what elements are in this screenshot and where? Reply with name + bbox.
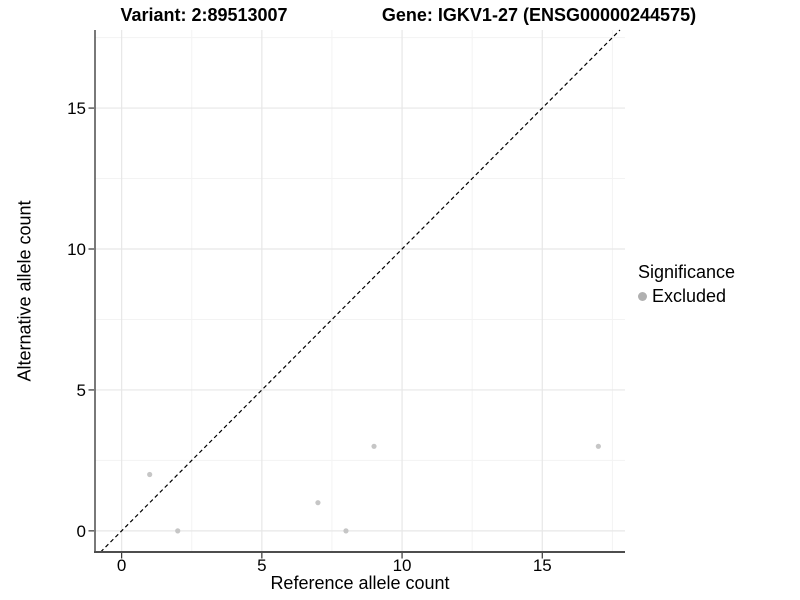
- identity-line: [100, 29, 621, 553]
- x-axis-title: Reference allele count: [270, 573, 450, 593]
- scatter-point: [315, 500, 321, 506]
- scatter-point: [595, 443, 601, 449]
- legend: Significance Excluded: [638, 262, 735, 307]
- x-tick-label: 0: [117, 556, 126, 575]
- scatter-point: [343, 528, 349, 534]
- legend-title: Significance: [638, 262, 736, 282]
- legend-point-icon: [638, 292, 647, 301]
- y-axis-title: Alternative allele count: [14, 200, 35, 382]
- y-tick-label: 15: [67, 99, 86, 118]
- scatter-point: [371, 443, 377, 449]
- y-tick-label: 0: [77, 522, 86, 541]
- x-tick-label: 5: [257, 556, 266, 575]
- x-tick-label: 15: [533, 556, 552, 575]
- legend-item-label: Excluded: [652, 286, 727, 306]
- y-tick-label: 10: [67, 240, 86, 259]
- plot-title-variant: Variant: 2:89513007: [120, 5, 288, 25]
- scatter-point: [175, 528, 181, 534]
- plot-title-gene: Gene: IGKV1-27 (ENSG00000244575): [381, 5, 697, 25]
- legend-item-excluded: Excluded: [638, 286, 735, 307]
- x-tick-label: 10: [393, 556, 412, 575]
- scatter-point: [147, 471, 153, 478]
- y-tick-label: 5: [77, 381, 86, 400]
